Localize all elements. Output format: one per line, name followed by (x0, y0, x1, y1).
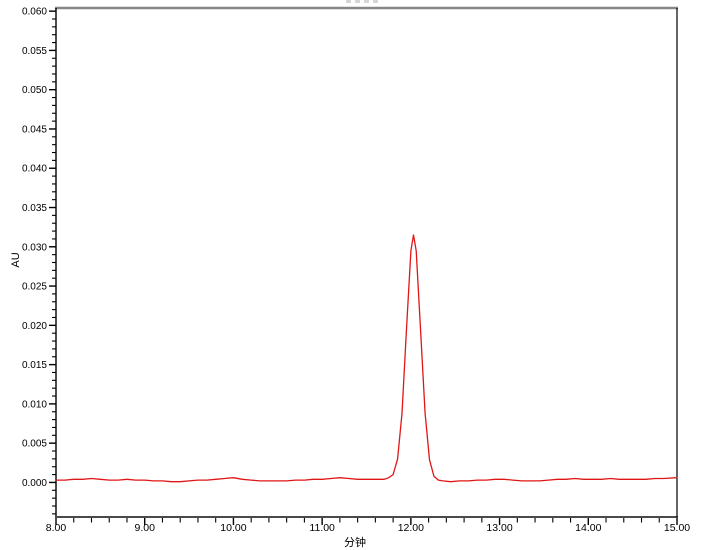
clipped-title-fragment (346, 0, 392, 3)
svg-text:0.015: 0.015 (22, 360, 47, 371)
x-axis-label: 分钟 (344, 537, 366, 549)
svg-text:0.035: 0.035 (22, 203, 47, 214)
clipped-glyph (355, 0, 360, 3)
svg-text:0.040: 0.040 (22, 164, 47, 175)
y-axis-label: AU (10, 252, 22, 268)
svg-text:13.00: 13.00 (486, 522, 512, 534)
svg-text:8.00: 8.00 (46, 522, 67, 534)
svg-text:11.00: 11.00 (309, 522, 335, 534)
svg-text:0.005: 0.005 (22, 439, 47, 450)
svg-text:0.060: 0.060 (22, 7, 47, 18)
clipped-glyph (364, 0, 369, 3)
chromatogram-trace (55, 234, 678, 483)
plot-frame (55, 6, 678, 518)
svg-text:15.00: 15.00 (664, 522, 690, 534)
x-axis-tick-labels: 8.00 9.00 10.00 11.00 12.00 13.00 14.00 15.00 (46, 522, 691, 534)
svg-text:0.000: 0.000 (22, 478, 47, 489)
svg-text:0.045: 0.045 (22, 124, 47, 135)
svg-text:0.030: 0.030 (22, 242, 47, 253)
svg-text:0.055: 0.055 (22, 46, 47, 57)
y-axis-ticks (49, 10, 56, 515)
svg-text:14.00: 14.00 (575, 522, 601, 534)
x-axis-ticks (55, 518, 678, 525)
svg-text:10.00: 10.00 (220, 522, 246, 534)
svg-text:0.050: 0.050 (22, 85, 47, 96)
svg-text:12.00: 12.00 (398, 522, 424, 534)
svg-text:0.010: 0.010 (22, 399, 47, 410)
clipped-glyph (373, 0, 378, 3)
y-axis-tick-labels: 0.000 0.005 0.010 0.015 0.020 0.025 0.030 0.035… (22, 7, 47, 489)
svg-text:0.020: 0.020 (22, 321, 47, 332)
svg-text:9.00: 9.00 (134, 522, 155, 534)
svg-text:0.025: 0.025 (22, 282, 47, 293)
clipped-glyph (346, 0, 351, 3)
